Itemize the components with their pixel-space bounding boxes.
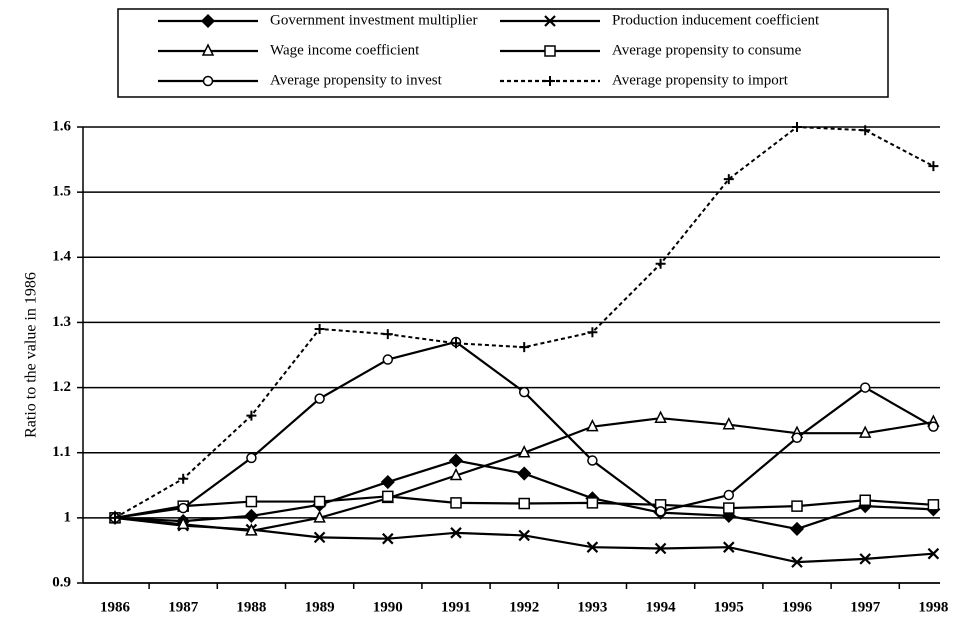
data-point (314, 393, 325, 404)
legend-marker (544, 15, 556, 27)
legend-label: Wage income coefficient (270, 42, 420, 58)
data-point (451, 338, 461, 349)
data-point (927, 499, 940, 511)
x-tick-label: 1992 (509, 599, 539, 615)
data-point (655, 258, 666, 269)
data-point (313, 531, 326, 544)
data-point (314, 323, 325, 334)
data-point (382, 490, 394, 503)
x-tick-label: 1998 (918, 599, 948, 615)
x-tick-label: 1990 (373, 599, 403, 615)
data-point (517, 445, 531, 458)
data-point (246, 452, 257, 464)
legend-label: Government investment multiplier (270, 12, 477, 28)
data-point (858, 425, 872, 438)
data-point (928, 421, 939, 432)
data-point (176, 516, 190, 530)
legend-label: Production inducement coefficient (612, 12, 820, 28)
data-point (177, 502, 189, 514)
legend-label: Average propensity to invest (270, 72, 443, 88)
data-point (792, 122, 802, 132)
y-axis-label: Ratio to the value in 1986 (23, 272, 40, 438)
legend-label: Average propensity to consume (612, 42, 802, 58)
data-point (382, 532, 394, 545)
data-point (791, 556, 803, 568)
y-tick-label: 1.4 (52, 249, 71, 265)
legend-marker (544, 45, 556, 57)
data-point (518, 529, 530, 542)
data-point (587, 455, 598, 466)
x-tick-label: 1996 (782, 599, 813, 615)
data-point (586, 418, 599, 432)
x-tick-label: 1993 (577, 599, 607, 615)
data-point (791, 432, 803, 443)
legend-marker (201, 43, 215, 56)
series-line (114, 340, 934, 519)
data-point (517, 466, 532, 481)
y-tick-label: 1.5 (52, 184, 71, 200)
y-tick-label: 1 (64, 509, 72, 525)
data-point (313, 510, 326, 523)
legend-marker (200, 13, 216, 29)
data-point (859, 494, 871, 507)
data-point (450, 527, 462, 539)
data-point (860, 125, 871, 136)
x-tick-label: 1994 (646, 599, 677, 615)
x-tick-label: 1995 (714, 599, 744, 615)
data-point (859, 553, 871, 565)
y-tick-label: 0.9 (52, 574, 71, 590)
data-point (791, 500, 803, 512)
data-point (382, 354, 394, 365)
data-point (244, 508, 259, 523)
data-point (518, 386, 530, 398)
data-point (110, 512, 120, 523)
y-tick-label: 1.6 (52, 118, 71, 134)
data-point (380, 474, 395, 490)
x-tick-label: 1991 (441, 599, 471, 615)
data-point (928, 161, 939, 172)
data-point (723, 174, 734, 185)
x-tick-label: 1988 (236, 599, 266, 615)
data-point (927, 547, 940, 560)
data-point (518, 497, 530, 510)
data-point (723, 502, 735, 514)
data-point (246, 410, 257, 421)
x-tick-label: 1986 (100, 599, 131, 615)
data-point (519, 342, 530, 353)
data-point (178, 473, 189, 484)
legend-marker (202, 75, 214, 87)
legend-box (117, 8, 889, 98)
y-tick-label: 1.3 (52, 314, 71, 330)
data-point (245, 523, 258, 536)
data-point (654, 410, 667, 423)
legend-marker (545, 76, 555, 86)
data-point (448, 453, 464, 468)
data-point (586, 541, 599, 553)
data-point (449, 467, 463, 481)
data-point (723, 489, 735, 501)
data-point (313, 495, 326, 508)
data-point (655, 506, 666, 517)
data-point (723, 541, 735, 553)
data-point (654, 542, 667, 555)
x-tick-label: 1997 (850, 599, 881, 615)
data-point (245, 495, 258, 508)
data-point (382, 329, 393, 340)
data-point (450, 497, 462, 509)
y-tick-label: 1.1 (52, 444, 71, 460)
y-tick-label: 1.2 (52, 379, 71, 395)
legend-label: Average propensity to import (612, 72, 789, 88)
data-point (789, 521, 805, 536)
x-tick-label: 1989 (305, 599, 335, 615)
data-point (587, 327, 598, 338)
data-point (586, 497, 599, 509)
data-point (859, 382, 871, 393)
x-tick-label: 1987 (168, 599, 199, 615)
data-point (722, 417, 736, 430)
